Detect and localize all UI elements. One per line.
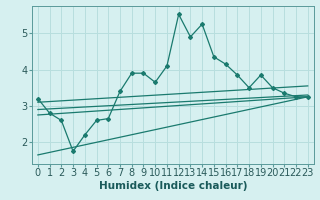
X-axis label: Humidex (Indice chaleur): Humidex (Indice chaleur) [99,181,247,191]
